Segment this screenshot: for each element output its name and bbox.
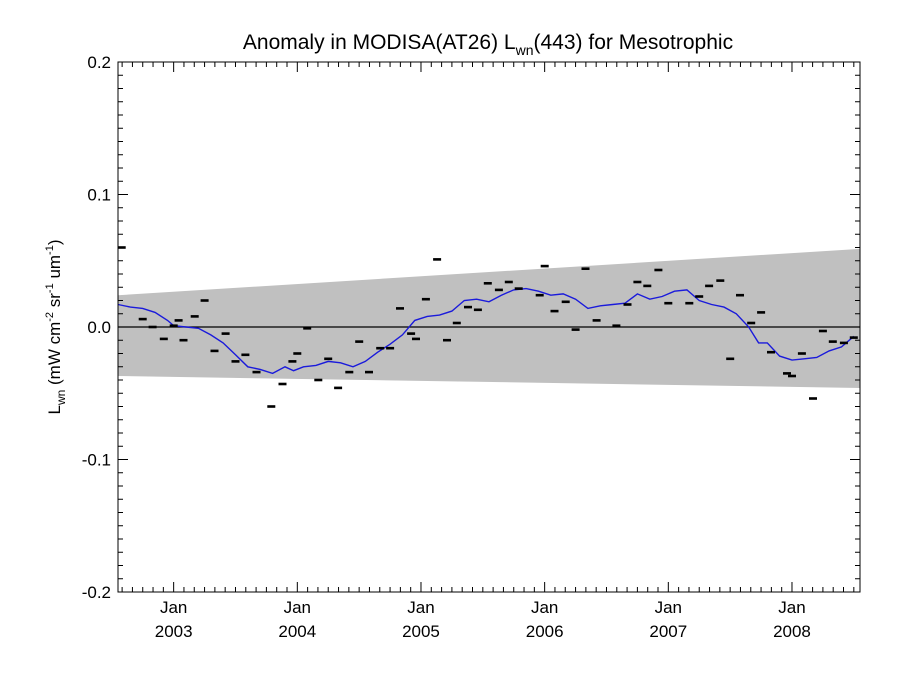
data-point bbox=[293, 352, 302, 355]
running-mean-line bbox=[117, 287, 855, 375]
data-point bbox=[828, 340, 837, 343]
data-point bbox=[314, 378, 323, 382]
y-tick-label: 0.0 bbox=[87, 318, 111, 337]
data-point bbox=[355, 340, 364, 343]
data-point bbox=[654, 268, 663, 272]
data-point bbox=[514, 287, 523, 290]
x-tick-label-year: 2006 bbox=[526, 622, 564, 641]
data-point bbox=[210, 349, 219, 353]
data-point bbox=[561, 300, 570, 304]
x-tick-label-month: Jan bbox=[778, 598, 805, 617]
running-mean-layer bbox=[117, 287, 855, 375]
data-point bbox=[278, 382, 287, 386]
data-point bbox=[757, 311, 766, 314]
y-tick-label: 0.1 bbox=[87, 186, 111, 205]
data-point bbox=[138, 317, 147, 321]
data-point bbox=[494, 288, 503, 292]
data-point bbox=[407, 332, 416, 335]
data-point bbox=[365, 370, 373, 374]
data-point bbox=[736, 293, 744, 297]
x-tick-label-month: Jan bbox=[655, 598, 682, 617]
data-point bbox=[412, 337, 420, 341]
data-point bbox=[535, 293, 544, 297]
data-point bbox=[473, 308, 482, 312]
x-tick-label-year: 2008 bbox=[773, 622, 811, 641]
data-point bbox=[726, 357, 735, 361]
data-point bbox=[581, 267, 590, 270]
data-point bbox=[839, 341, 848, 345]
data-point bbox=[252, 370, 261, 374]
data-point bbox=[788, 374, 796, 378]
data-point bbox=[452, 321, 461, 325]
data-point bbox=[623, 303, 632, 306]
data-point bbox=[797, 352, 806, 355]
data-point bbox=[464, 305, 472, 309]
data-point bbox=[148, 325, 157, 329]
data-points-layer bbox=[117, 246, 858, 408]
data-point bbox=[716, 279, 725, 282]
data-point bbox=[159, 337, 168, 341]
data-point bbox=[221, 332, 230, 335]
x-tick-label-year: 2004 bbox=[278, 622, 316, 641]
data-point bbox=[345, 370, 354, 374]
y-tick-labels: -0.2 -0.1 0.0 0.1 0.2 bbox=[82, 53, 111, 602]
data-point bbox=[540, 264, 549, 268]
data-point bbox=[705, 284, 714, 288]
data-point bbox=[174, 319, 183, 322]
x-tick-label-month: Jan bbox=[531, 598, 558, 617]
x-tick-label-year: 2003 bbox=[155, 622, 193, 641]
data-point bbox=[433, 258, 442, 261]
data-point bbox=[421, 297, 430, 301]
y-axis-label: Lwn (mW cm-2 sr-1 um-1) bbox=[44, 239, 68, 414]
data-point bbox=[664, 301, 673, 305]
data-point bbox=[633, 280, 642, 284]
data-point bbox=[386, 346, 395, 350]
y-tick-label: 0.2 bbox=[87, 53, 111, 72]
y-tick-label: -0.2 bbox=[82, 583, 111, 602]
data-point bbox=[767, 350, 775, 354]
data-point bbox=[695, 295, 704, 298]
uncertainty-band-layer bbox=[118, 248, 860, 388]
x-tick-labels: Jan 2003 Jan 2004 Jan 2005 Jan 2006 Jan 2007 Jan 20… bbox=[155, 598, 811, 641]
y-tick-label: -0.1 bbox=[82, 451, 111, 470]
data-point bbox=[231, 360, 240, 363]
x-tick-label-year: 2007 bbox=[649, 622, 687, 641]
data-point bbox=[571, 328, 580, 331]
data-point bbox=[818, 329, 827, 333]
data-point bbox=[849, 336, 858, 339]
x-tick-label-month: Jan bbox=[284, 598, 311, 617]
data-point bbox=[396, 307, 404, 310]
axes-layer bbox=[117, 61, 861, 593]
data-point bbox=[592, 319, 601, 322]
data-point bbox=[747, 321, 756, 325]
data-point bbox=[169, 324, 178, 327]
uncertainty-band bbox=[118, 248, 860, 388]
data-point bbox=[200, 299, 209, 302]
data-point bbox=[504, 280, 513, 284]
data-point bbox=[241, 353, 250, 357]
data-point bbox=[643, 284, 652, 288]
data-point bbox=[303, 327, 312, 330]
data-point bbox=[443, 338, 451, 342]
data-point bbox=[685, 301, 694, 305]
x-tick-label-month: Jan bbox=[160, 598, 187, 617]
data-point bbox=[334, 386, 343, 390]
x-tick-label-month: Jan bbox=[407, 598, 434, 617]
data-point bbox=[190, 315, 199, 318]
data-point bbox=[550, 309, 559, 313]
chart-title: Anomaly in MODISA(AT26) Lwn(443) for Mes… bbox=[243, 31, 733, 58]
data-point bbox=[376, 346, 385, 350]
data-point bbox=[324, 357, 333, 361]
data-point bbox=[612, 324, 621, 327]
data-point bbox=[179, 338, 188, 342]
data-point bbox=[267, 405, 276, 408]
data-point bbox=[783, 372, 791, 375]
data-point bbox=[483, 282, 492, 285]
data-point bbox=[288, 360, 297, 363]
data-point bbox=[809, 397, 817, 400]
x-tick-label-year: 2005 bbox=[402, 622, 440, 641]
